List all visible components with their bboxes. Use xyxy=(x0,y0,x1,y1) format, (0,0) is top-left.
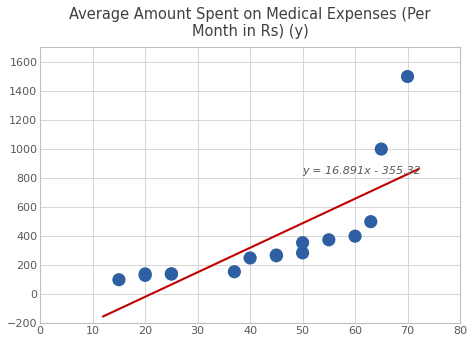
Point xyxy=(230,269,238,274)
Title: Average Amount Spent on Medical Expenses (Per
Month in Rs) (y): Average Amount Spent on Medical Expenses… xyxy=(69,7,431,39)
Point xyxy=(115,277,123,283)
Point xyxy=(351,234,359,239)
Point xyxy=(168,271,175,277)
Point xyxy=(404,74,411,79)
Point xyxy=(299,250,306,256)
Point xyxy=(246,255,254,261)
Point xyxy=(273,253,280,259)
Point xyxy=(325,237,333,243)
Point xyxy=(367,219,374,224)
Point xyxy=(377,146,385,152)
Point xyxy=(168,271,175,277)
Point xyxy=(299,240,306,246)
Point xyxy=(273,252,280,258)
Point xyxy=(141,271,149,277)
Text: y = 16.891x - 355.32: y = 16.891x - 355.32 xyxy=(302,166,421,176)
Point xyxy=(141,273,149,278)
